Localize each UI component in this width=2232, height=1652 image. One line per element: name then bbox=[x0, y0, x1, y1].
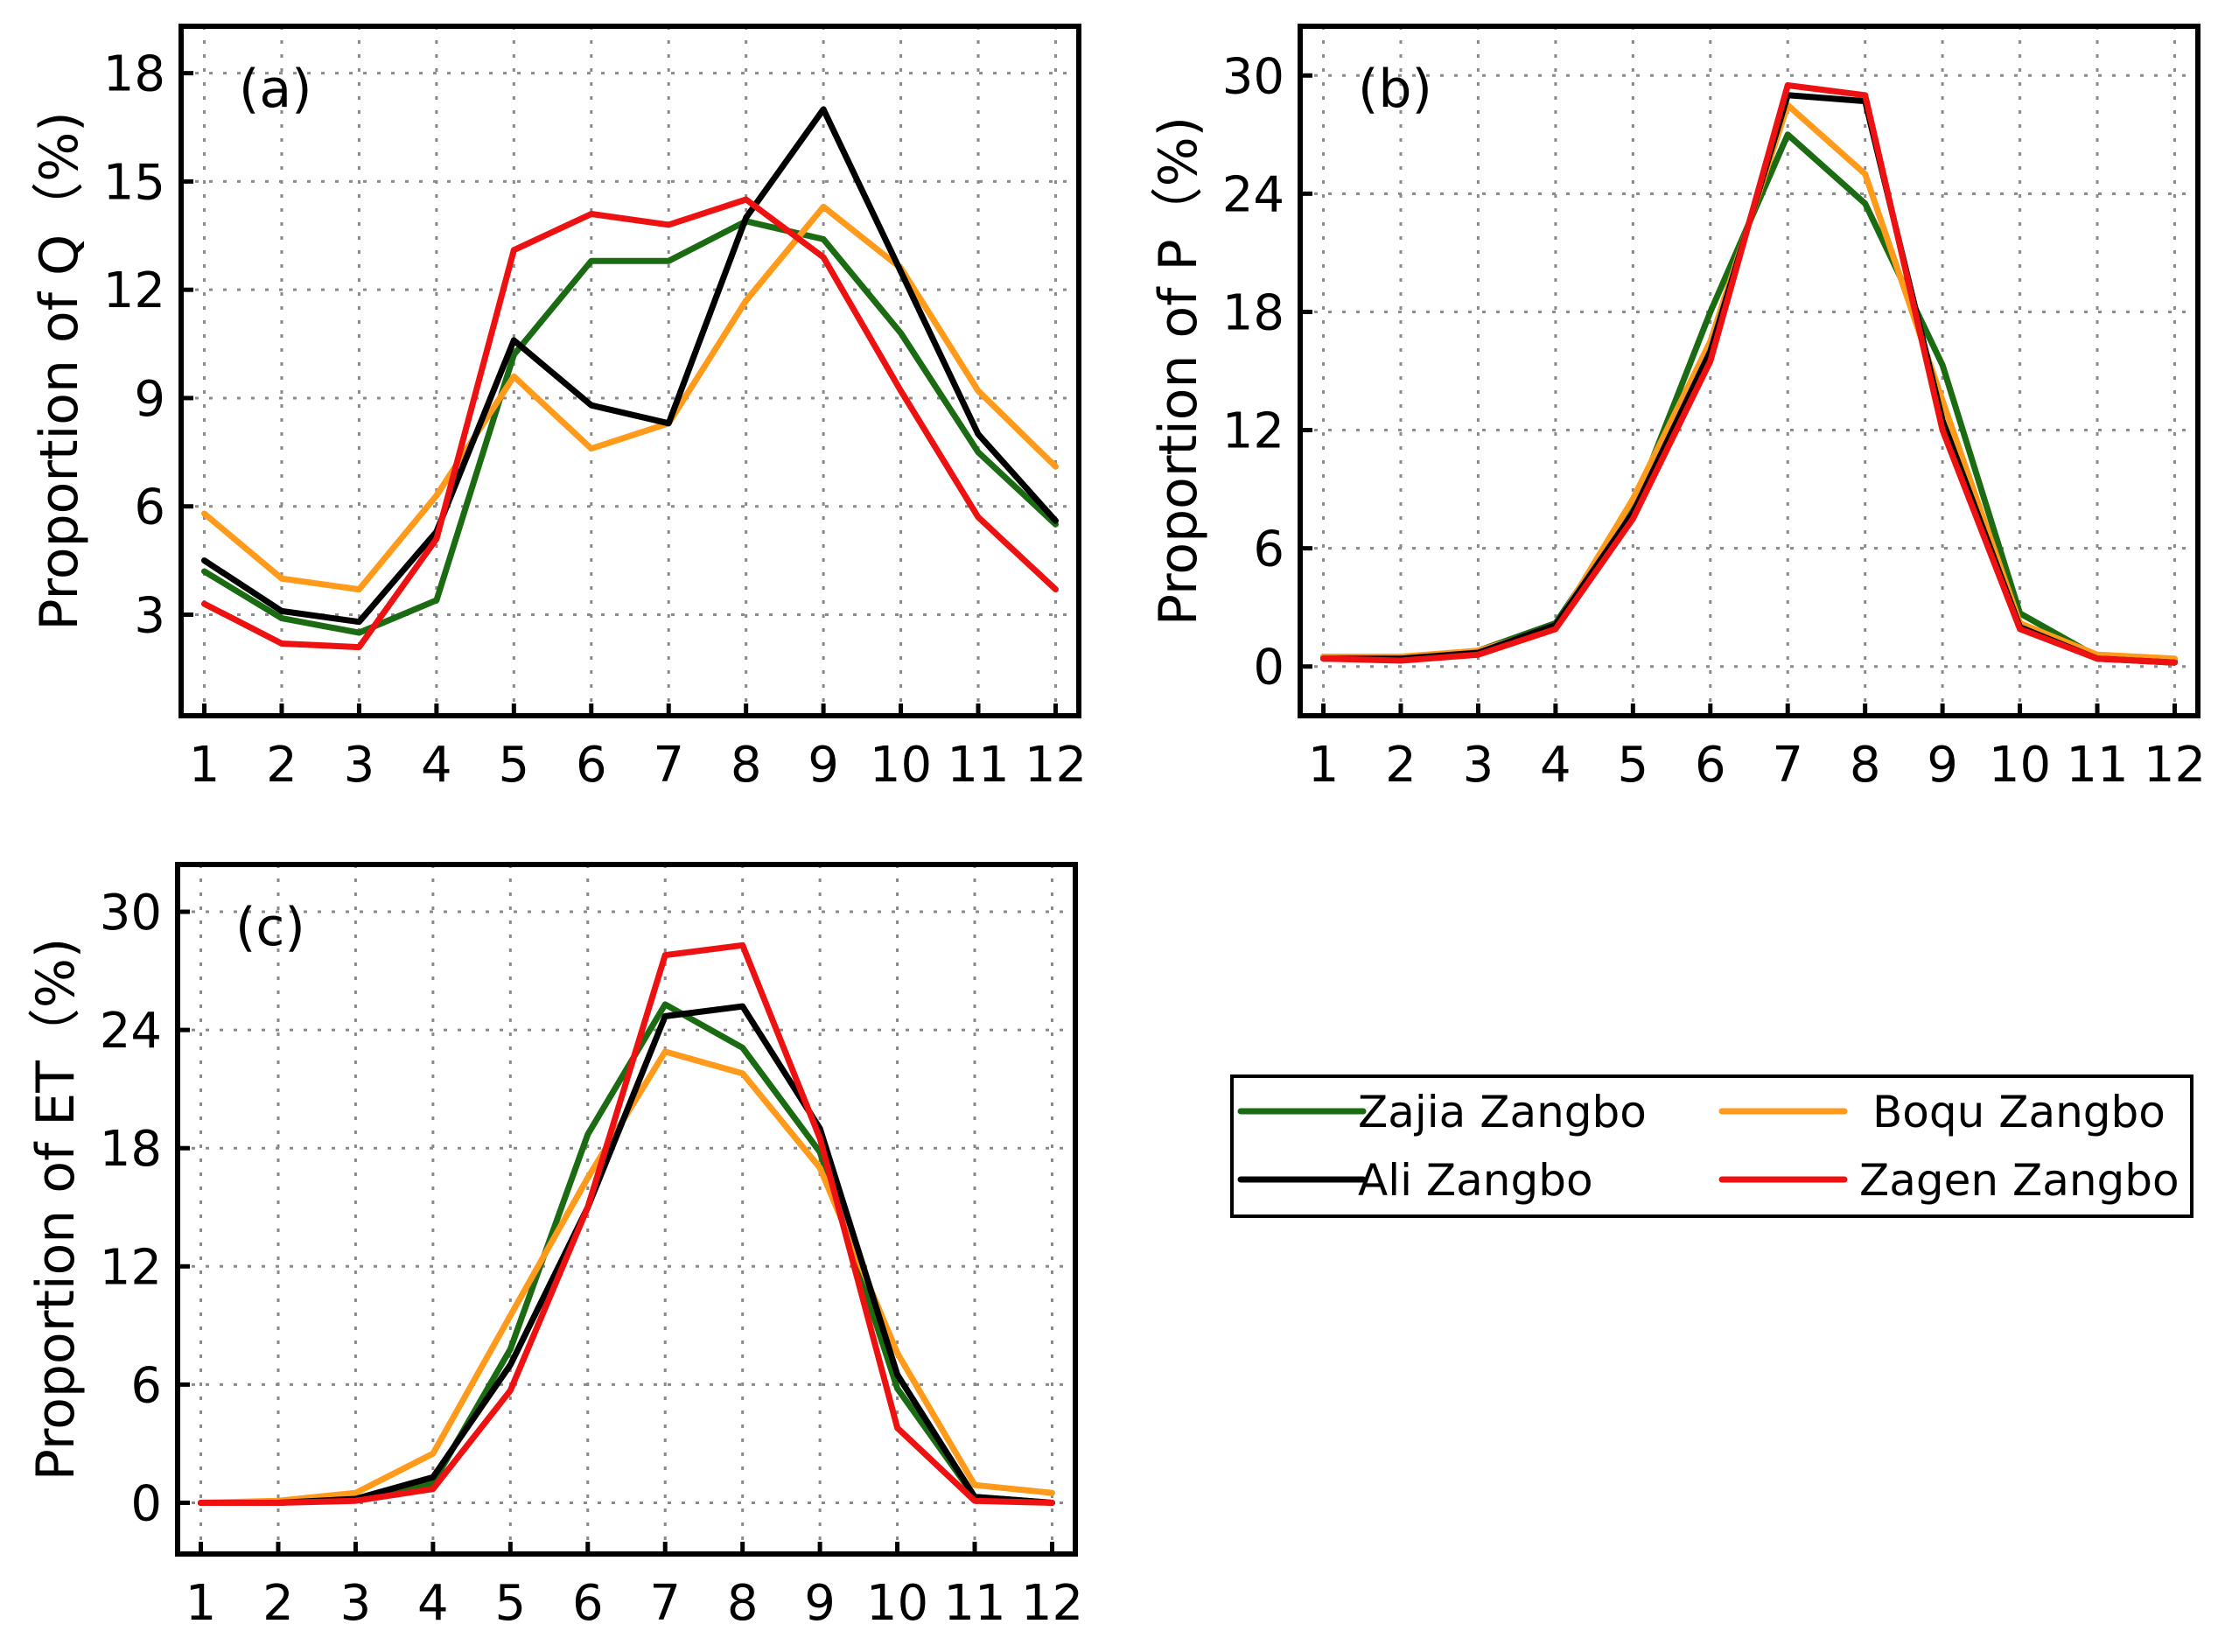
panel-b-ytick-label-24: 24 bbox=[1222, 166, 1284, 223]
panel-c-y-axis-label: Proportion of ET（%) bbox=[25, 938, 87, 1481]
legend-label-boqu: Boqu Zangbo bbox=[1872, 1087, 2166, 1138]
panel-b-y-axis-label: Proportion of P（%) bbox=[1148, 116, 1209, 626]
panel-a-series-ali bbox=[201, 106, 1059, 626]
panel-c-series-zagen bbox=[198, 942, 1055, 1506]
panel-a-xtick-label-9: 9 bbox=[808, 737, 839, 794]
panel-b-lines bbox=[1320, 82, 2178, 666]
panel-c-ytick-label-12: 12 bbox=[100, 1239, 162, 1296]
panel-c-grid bbox=[178, 864, 1075, 1554]
legend: Zajia Zangbo Boqu Zangbo Ali Zangbo Zage… bbox=[1230, 1074, 2194, 1218]
panel-a-lines bbox=[201, 106, 1059, 651]
panel-c-ytick-label-30: 30 bbox=[100, 885, 162, 942]
panel-a-grid bbox=[181, 26, 1079, 716]
panel-b-grid bbox=[1300, 26, 2198, 716]
panel-a-tag: (a) bbox=[239, 59, 312, 120]
panel-b-xtick-label-4: 4 bbox=[1540, 737, 1571, 794]
panel-a-xtick-label-7: 7 bbox=[653, 737, 684, 794]
panel-c-lines bbox=[198, 942, 1055, 1506]
panel-b-ytick-label-0: 0 bbox=[1253, 640, 1284, 696]
panel-a-ytick-label-12: 12 bbox=[103, 262, 165, 319]
panel-a-xtick-label-6: 6 bbox=[576, 737, 607, 794]
panel-a-ytick-label-6: 6 bbox=[134, 480, 165, 536]
panel-b-series-boqu bbox=[1320, 102, 2178, 662]
panel-a-xtick-label-12: 12 bbox=[1025, 737, 1087, 794]
panel-c-xtick-label-10: 10 bbox=[866, 1575, 928, 1632]
panel-b-ytick-label-12: 12 bbox=[1222, 403, 1284, 460]
panel-c-xtick-label-5: 5 bbox=[495, 1575, 527, 1632]
panel-c-ytick-label-24: 24 bbox=[100, 1003, 162, 1060]
panel-a-xtick-label-3: 3 bbox=[344, 737, 375, 794]
panel-b-xtick-label-8: 8 bbox=[1850, 737, 1881, 794]
panel-a-xtick-label-10: 10 bbox=[870, 737, 932, 794]
panel-c-xtick-label-8: 8 bbox=[727, 1575, 759, 1632]
legend-label-zagen: Zagen Zangbo bbox=[1859, 1155, 2180, 1206]
panel-c-ytick-label-18: 18 bbox=[100, 1121, 162, 1178]
panel-b-tag: (b) bbox=[1358, 59, 1432, 120]
panel-b-xtick-label-12: 12 bbox=[2144, 737, 2206, 794]
panel-c-xtick-label-3: 3 bbox=[340, 1575, 372, 1632]
panel-a-ytick-label-18: 18 bbox=[103, 46, 165, 103]
panel-a-ytick-label-3: 3 bbox=[134, 587, 165, 644]
panel-a-xtick-label-1: 1 bbox=[189, 737, 220, 794]
panel-a-series-boqu bbox=[201, 203, 1059, 593]
panel-c-ytick-label-6: 6 bbox=[130, 1357, 162, 1414]
panel-b-ytick-label-6: 6 bbox=[1253, 522, 1284, 578]
panel-a-xtick-label-2: 2 bbox=[266, 737, 297, 794]
panel-a-xtick-label-4: 4 bbox=[421, 737, 452, 794]
panel-c-tag: (c) bbox=[235, 897, 305, 958]
panel-c-xtick-label-11: 11 bbox=[943, 1575, 1005, 1632]
panel-a-series-zajia bbox=[201, 218, 1059, 636]
panel-b-ytick-label-30: 30 bbox=[1222, 48, 1284, 105]
panel-b-xtick-label-7: 7 bbox=[1772, 737, 1803, 794]
panel-c-xtick-label-6: 6 bbox=[572, 1575, 604, 1632]
panel-a-ytick-label-15: 15 bbox=[103, 154, 165, 211]
panel-b-xtick-label-10: 10 bbox=[1989, 737, 2051, 794]
panel-a-y-axis-label: Proportion of Q（%) bbox=[29, 111, 90, 630]
panel-a-xtick-label-5: 5 bbox=[499, 737, 530, 794]
panel-b-xtick-label-5: 5 bbox=[1618, 737, 1649, 794]
panel-b-xtick-label-9: 9 bbox=[1927, 737, 1958, 794]
panel-a-xtick-label-8: 8 bbox=[731, 737, 762, 794]
panel-c-xtick-label-12: 12 bbox=[1021, 1575, 1083, 1632]
legend-label-zajia: Zajia Zangbo bbox=[1358, 1087, 1647, 1138]
panel-b-xtick-label-6: 6 bbox=[1695, 737, 1726, 794]
panel-c-xtick-label-9: 9 bbox=[804, 1575, 836, 1632]
panel-b-xtick-label-2: 2 bbox=[1385, 737, 1417, 794]
panel-c-xtick-label-7: 7 bbox=[649, 1575, 681, 1632]
panel-c-xtick-label-4: 4 bbox=[417, 1575, 449, 1632]
panel-a-xtick-label-11: 11 bbox=[947, 737, 1009, 794]
panel-b-series-ali bbox=[1320, 92, 2178, 666]
panel-a-ytick-label-9: 9 bbox=[134, 371, 165, 428]
panel-c-ytick-label-0: 0 bbox=[130, 1475, 162, 1532]
panel-c-xtick-label-1: 1 bbox=[185, 1575, 217, 1632]
panel-b-series-zagen bbox=[1320, 82, 2178, 666]
panel-c-xtick-label-2: 2 bbox=[262, 1575, 294, 1632]
panel-b-frame bbox=[1298, 24, 2201, 718]
legend-label-ali: Ali Zangbo bbox=[1358, 1155, 1593, 1206]
panel-a-series-zagen bbox=[201, 196, 1059, 651]
legend-box bbox=[1230, 1074, 2194, 1218]
panel-b-xtick-label-3: 3 bbox=[1463, 737, 1494, 794]
panel-b-xtick-label-1: 1 bbox=[1308, 737, 1340, 794]
panel-b-ytick-label-18: 18 bbox=[1222, 284, 1284, 341]
panel-c-frame bbox=[175, 862, 1078, 1557]
panel-a-frame bbox=[178, 24, 1081, 718]
panel-b-xtick-label-11: 11 bbox=[2066, 737, 2128, 794]
